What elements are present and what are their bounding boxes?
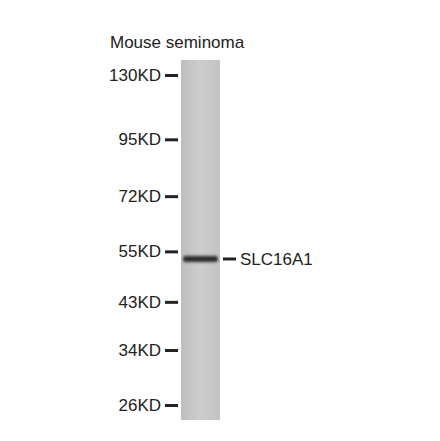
tick-mark <box>165 250 178 253</box>
tick: 72KD <box>118 187 178 206</box>
tick: 55KD <box>118 242 178 261</box>
tick-label: 55KD <box>118 242 161 261</box>
lane <box>181 60 220 420</box>
tick-mark <box>165 404 178 407</box>
tick-mark <box>165 349 178 352</box>
tick-label: 34KD <box>118 341 161 360</box>
tick: 130KD <box>109 66 178 85</box>
title: Mouse seminoma <box>110 33 245 52</box>
blot-figure: Mouse seminoma 130KD 95KD 72KD 55KD 43KD 34KD 2… <box>0 0 440 441</box>
band <box>183 256 218 262</box>
tick-label: 72KD <box>118 187 161 206</box>
tick: 95KD <box>118 130 178 149</box>
axis-domain <box>165 76 179 406</box>
band-pointer <box>223 257 236 260</box>
tick: 34KD <box>118 341 178 360</box>
tick-mark <box>165 195 178 198</box>
tick-mark <box>165 301 178 304</box>
y-axis: 130KD 95KD 72KD 55KD 43KD 34KD 26KD <box>109 66 178 415</box>
band-label: SLC16A1 <box>240 250 313 269</box>
tick: 43KD <box>118 293 178 312</box>
tick: 26KD <box>118 396 178 415</box>
tick-mark <box>165 138 178 141</box>
tick-label: 43KD <box>118 293 161 312</box>
tick-label: 26KD <box>118 396 161 415</box>
tick-mark <box>165 74 178 77</box>
tick-label: 95KD <box>118 130 161 149</box>
tick-label: 130KD <box>109 66 161 85</box>
bands <box>183 256 218 262</box>
